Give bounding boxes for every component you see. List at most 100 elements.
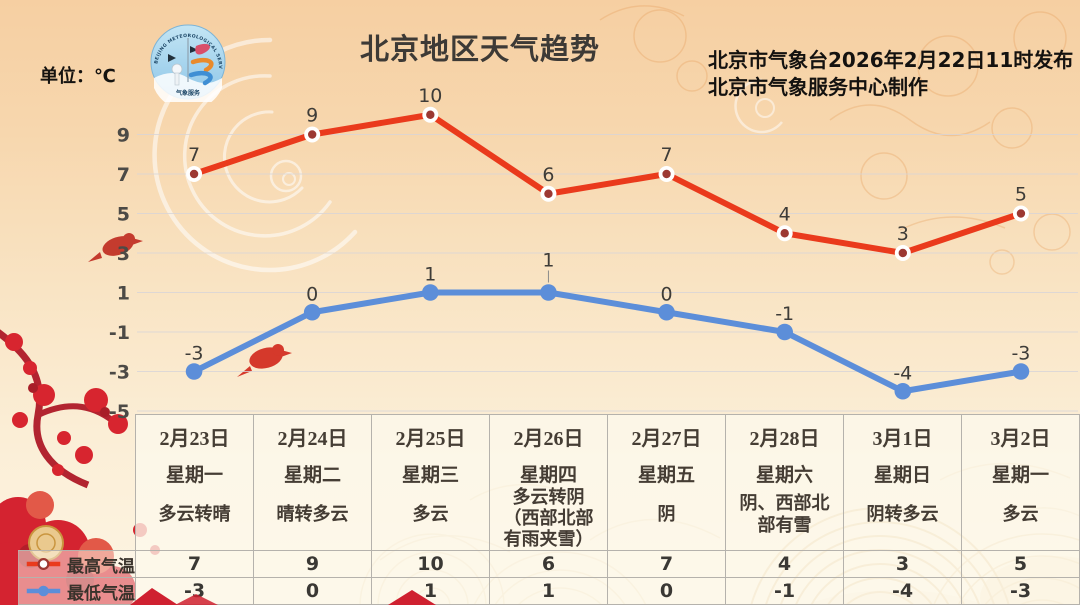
min-temp-value: -3 [961, 578, 1079, 604]
max-temp-point-center [1016, 209, 1026, 218]
data-point-label: 7 [661, 144, 673, 166]
day-column-header: 3月2日 星期一 多云 [961, 415, 1079, 550]
date-label: 2月25日 [395, 428, 466, 450]
data-point-label: 0 [306, 283, 318, 305]
min-temp-point [776, 323, 793, 341]
max-temp-point-center [307, 130, 317, 139]
min-temp-point [658, 303, 675, 321]
data-point-label: 5 [1015, 184, 1027, 206]
weekday-label: 星期一 [991, 465, 1049, 486]
min-temp-point [185, 363, 203, 380]
weather-label: 多云转阴（西部北部有雨夹雪） [503, 487, 594, 550]
weather-label: 多云 [1002, 503, 1039, 524]
max-temp-point-center [426, 110, 435, 119]
data-point-label: 6 [542, 164, 554, 186]
max-temp-point [540, 185, 557, 202]
min-temp-point [1012, 363, 1030, 380]
y-tick-label: -5 [109, 401, 130, 423]
y-tick-label: 9 [117, 125, 130, 147]
logo-bottom-text: 气象服务 [175, 89, 201, 97]
weekday-label: 星期六 [755, 465, 813, 486]
y-tick-label: 7 [117, 164, 130, 186]
weekday-label: 星期四 [519, 465, 577, 486]
max-temp-value: 10 [371, 551, 489, 577]
min-temp-point [540, 284, 557, 301]
date-label: 2月27日 [631, 428, 702, 450]
data-point-label: -3 [1011, 343, 1030, 365]
data-point-label: 9 [306, 105, 318, 127]
day-column-header: 2月27日 星期五 阴 [607, 415, 725, 550]
min-temp-line [191, 289, 1024, 395]
max-temp-point-center [898, 248, 908, 258]
max-temp-value: 6 [489, 551, 607, 577]
date-label: 3月1日 [872, 428, 933, 450]
min-temp-point [894, 382, 912, 400]
weather-label: 多云转晴 [158, 503, 231, 524]
data-point-label: 7 [188, 144, 200, 166]
max-temp-point [1012, 205, 1029, 222]
max-temp-value: 5 [961, 551, 1079, 577]
red-bird-icon [88, 233, 143, 262]
min-temp-row: 最低气温 -3 0 1 1 0 -1 -4 -3 [18, 577, 1080, 605]
weekday-label: 星期二 [283, 465, 341, 486]
weekday-label: 星期一 [165, 465, 223, 486]
data-point-label: -1 [775, 303, 794, 325]
min-temp-value: -4 [843, 578, 961, 604]
weekday-label: 星期日 [873, 465, 931, 486]
min-temp-label: 最低气温 [67, 583, 135, 603]
data-point-label: 10 [418, 85, 442, 107]
weather-label: 晴转多云 [276, 503, 349, 524]
day-column-header: 2月23日 星期一 多云转晴 [135, 415, 253, 550]
min-temp-point [303, 303, 321, 321]
y-tick-label: 1 [117, 283, 130, 305]
day-column-header: 2月24日 星期二 晴转多云 [253, 415, 371, 550]
max-temp-row: 最高气温 7 9 10 6 7 4 3 5 [18, 550, 1080, 577]
max-temp-value: 7 [607, 551, 725, 577]
min-temp-point [422, 284, 439, 301]
page-title: 北京地区天气趋势 [359, 32, 601, 66]
max-temp-point [304, 126, 321, 143]
red-bird-icon [237, 344, 292, 377]
max-temp-point [658, 166, 675, 182]
y-tick-label: -1 [109, 322, 130, 344]
date-label: 2月24日 [277, 428, 348, 450]
issue-info: 北京市气象台2026年2月22日11时发布 北京市气象服务中心制作 [708, 47, 1073, 101]
day-column-header: 2月28日 星期六 阴、西部北部有雪 [725, 415, 843, 550]
date-label: 2月26日 [513, 428, 584, 450]
weather-label: 阴、西部北部有雪 [739, 493, 830, 535]
date-label: 2月23日 [159, 428, 230, 450]
min-temp-value: 0 [607, 578, 725, 604]
weekday-label: 星期五 [637, 465, 695, 486]
forecast-table-header: 2月23日 星期一 多云转晴 2月24日 星期二 晴转多云 2月25日 星期三 … [135, 414, 1080, 550]
date-label: 2月28日 [749, 428, 820, 450]
data-point-label: 1 [424, 264, 436, 286]
max-temp-point-center [780, 229, 789, 238]
issue-line-2: 北京市气象服务中心制作 [708, 75, 928, 99]
data-point-label: 0 [661, 283, 673, 305]
weather-label: 阴转多云 [866, 503, 939, 524]
max-temp-line [191, 111, 1024, 256]
data-point-label: 3 [897, 223, 909, 245]
max-temp-point [776, 225, 793, 242]
y-tick-label: 3 [117, 243, 130, 265]
min-temp-value: -3 [135, 578, 253, 604]
min-temp-value: 1 [489, 578, 607, 604]
weather-label: 阴 [657, 503, 676, 524]
min-temp-value: 0 [253, 578, 371, 604]
max-temp-value: 9 [253, 551, 371, 577]
max-temp-value: 3 [843, 551, 961, 577]
min-temp-marker-icon [26, 585, 61, 597]
data-point-label: -4 [893, 362, 912, 384]
max-temp-point-center [189, 169, 199, 179]
issue-line-1: 北京市气象台2026年2月22日11时发布 [708, 48, 1074, 72]
min-temp-value: 1 [371, 578, 489, 604]
max-temp-point [422, 106, 439, 123]
data-point-label: 1 [542, 250, 554, 272]
max-temp-label: 最高气温 [67, 556, 135, 576]
date-label: 3月2日 [990, 428, 1051, 450]
max-temp-point-center [662, 169, 671, 179]
met-service-logo-icon: BEIJING METEOROLOGICAL SERVICE 气象服务 [148, 22, 226, 102]
y-tick-label: 5 [117, 204, 130, 226]
day-column-header: 2月25日 星期三 多云 [371, 415, 489, 550]
